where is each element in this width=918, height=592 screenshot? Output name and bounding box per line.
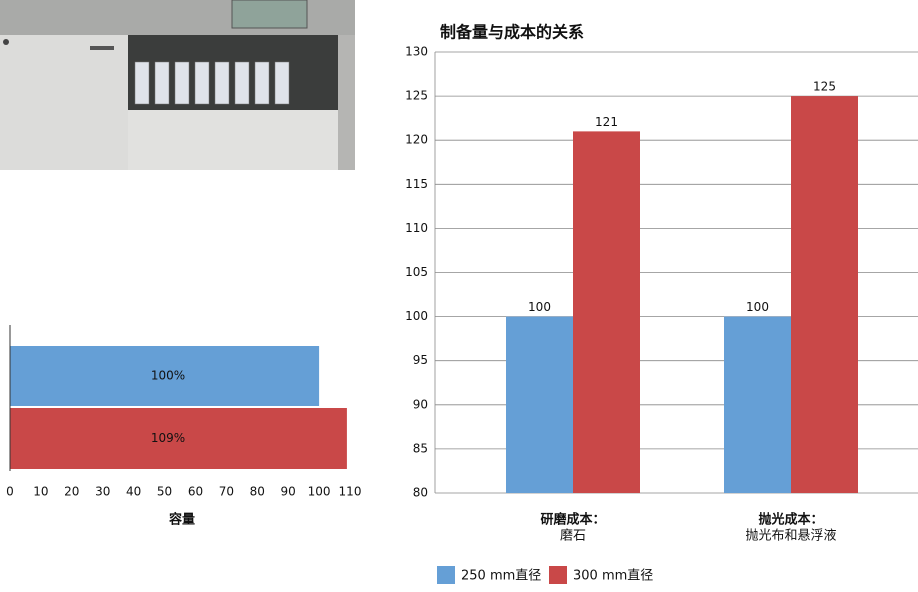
value-label: 100% <box>151 369 185 383</box>
x-tick-label: 抛光布和悬浮液 <box>745 529 836 544</box>
x-tick-label: 100 <box>308 485 331 499</box>
x-tick-label: 70 <box>219 485 234 499</box>
x-axis-label: 容量 <box>168 512 195 528</box>
value-label: 100 <box>746 300 769 314</box>
y-tick-label: 130 <box>405 45 428 59</box>
value-label: 121 <box>595 115 618 129</box>
bar <box>506 316 573 493</box>
machine-photo <box>0 0 355 170</box>
chart-title: 制备量与成本的关系 <box>440 23 584 42</box>
y-tick-label: 105 <box>405 265 428 279</box>
value-label: 125 <box>813 80 836 94</box>
x-tick-label: 80 <box>250 485 265 499</box>
legend-label: 250 mm直径 <box>461 569 541 584</box>
bar <box>724 316 791 493</box>
legend-swatch <box>437 566 455 584</box>
y-tick-label: 120 <box>405 133 428 147</box>
y-tick-label: 90 <box>413 397 428 411</box>
value-label: 109% <box>151 431 185 445</box>
x-tick-label: 30 <box>95 485 110 499</box>
y-tick-label: 115 <box>405 177 428 191</box>
y-tick-label: 95 <box>413 353 428 367</box>
x-tick-label: 110 <box>339 485 362 499</box>
x-tick-label: 60 <box>188 485 203 499</box>
bar <box>10 408 347 469</box>
y-tick-label: 85 <box>413 441 428 455</box>
x-tick-label: 20 <box>64 485 79 499</box>
y-tick-label: 110 <box>405 221 428 235</box>
x-tick-label: 磨石 <box>560 529 586 544</box>
legend-swatch <box>549 566 567 584</box>
bar <box>573 131 640 493</box>
y-tick-label: 100 <box>405 309 428 323</box>
x-tick-label: 抛光成本： <box>758 512 823 528</box>
x-tick-label: 50 <box>157 485 172 499</box>
legend-label: 300 mm直径 <box>573 569 653 584</box>
bar <box>791 96 858 493</box>
x-tick-label: 10 <box>33 485 48 499</box>
y-tick-label: 125 <box>405 89 428 103</box>
value-label: 100 <box>528 300 551 314</box>
x-tick-label: 0 <box>6 485 14 499</box>
x-tick-label: 40 <box>126 485 141 499</box>
y-tick-label: 80 <box>413 486 428 500</box>
x-tick-label: 研磨成本： <box>540 512 605 528</box>
x-tick-label: 90 <box>281 485 296 499</box>
bar <box>10 346 320 406</box>
